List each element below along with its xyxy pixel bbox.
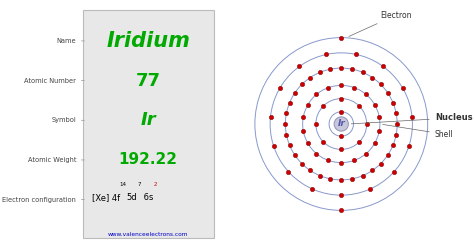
Text: 192.22: 192.22 <box>119 153 178 167</box>
FancyBboxPatch shape <box>83 10 214 238</box>
Circle shape <box>334 117 348 131</box>
Text: www.valenceelectrons.com: www.valenceelectrons.com <box>108 232 189 237</box>
Text: Ir: Ir <box>337 120 345 128</box>
Text: 7: 7 <box>137 182 141 187</box>
Text: Atomic Weight: Atomic Weight <box>28 157 76 163</box>
Text: Atomic Number: Atomic Number <box>25 78 76 84</box>
Text: Name: Name <box>57 38 76 44</box>
Text: Shell: Shell <box>383 124 454 139</box>
Text: Iridium: Iridium <box>106 31 190 51</box>
Text: Symbol: Symbol <box>52 117 76 123</box>
Text: Ir: Ir <box>140 111 156 129</box>
Text: [Xe] 4f: [Xe] 4f <box>91 193 120 202</box>
Text: 14: 14 <box>120 182 127 187</box>
Text: Nucleus: Nucleus <box>351 113 473 124</box>
Text: 77: 77 <box>136 72 161 90</box>
Text: 2: 2 <box>153 182 157 187</box>
Text: Electron configuration: Electron configuration <box>2 197 76 203</box>
Text: 6s: 6s <box>141 193 153 202</box>
Text: 5d: 5d <box>127 193 137 202</box>
Text: Electron: Electron <box>349 11 411 36</box>
